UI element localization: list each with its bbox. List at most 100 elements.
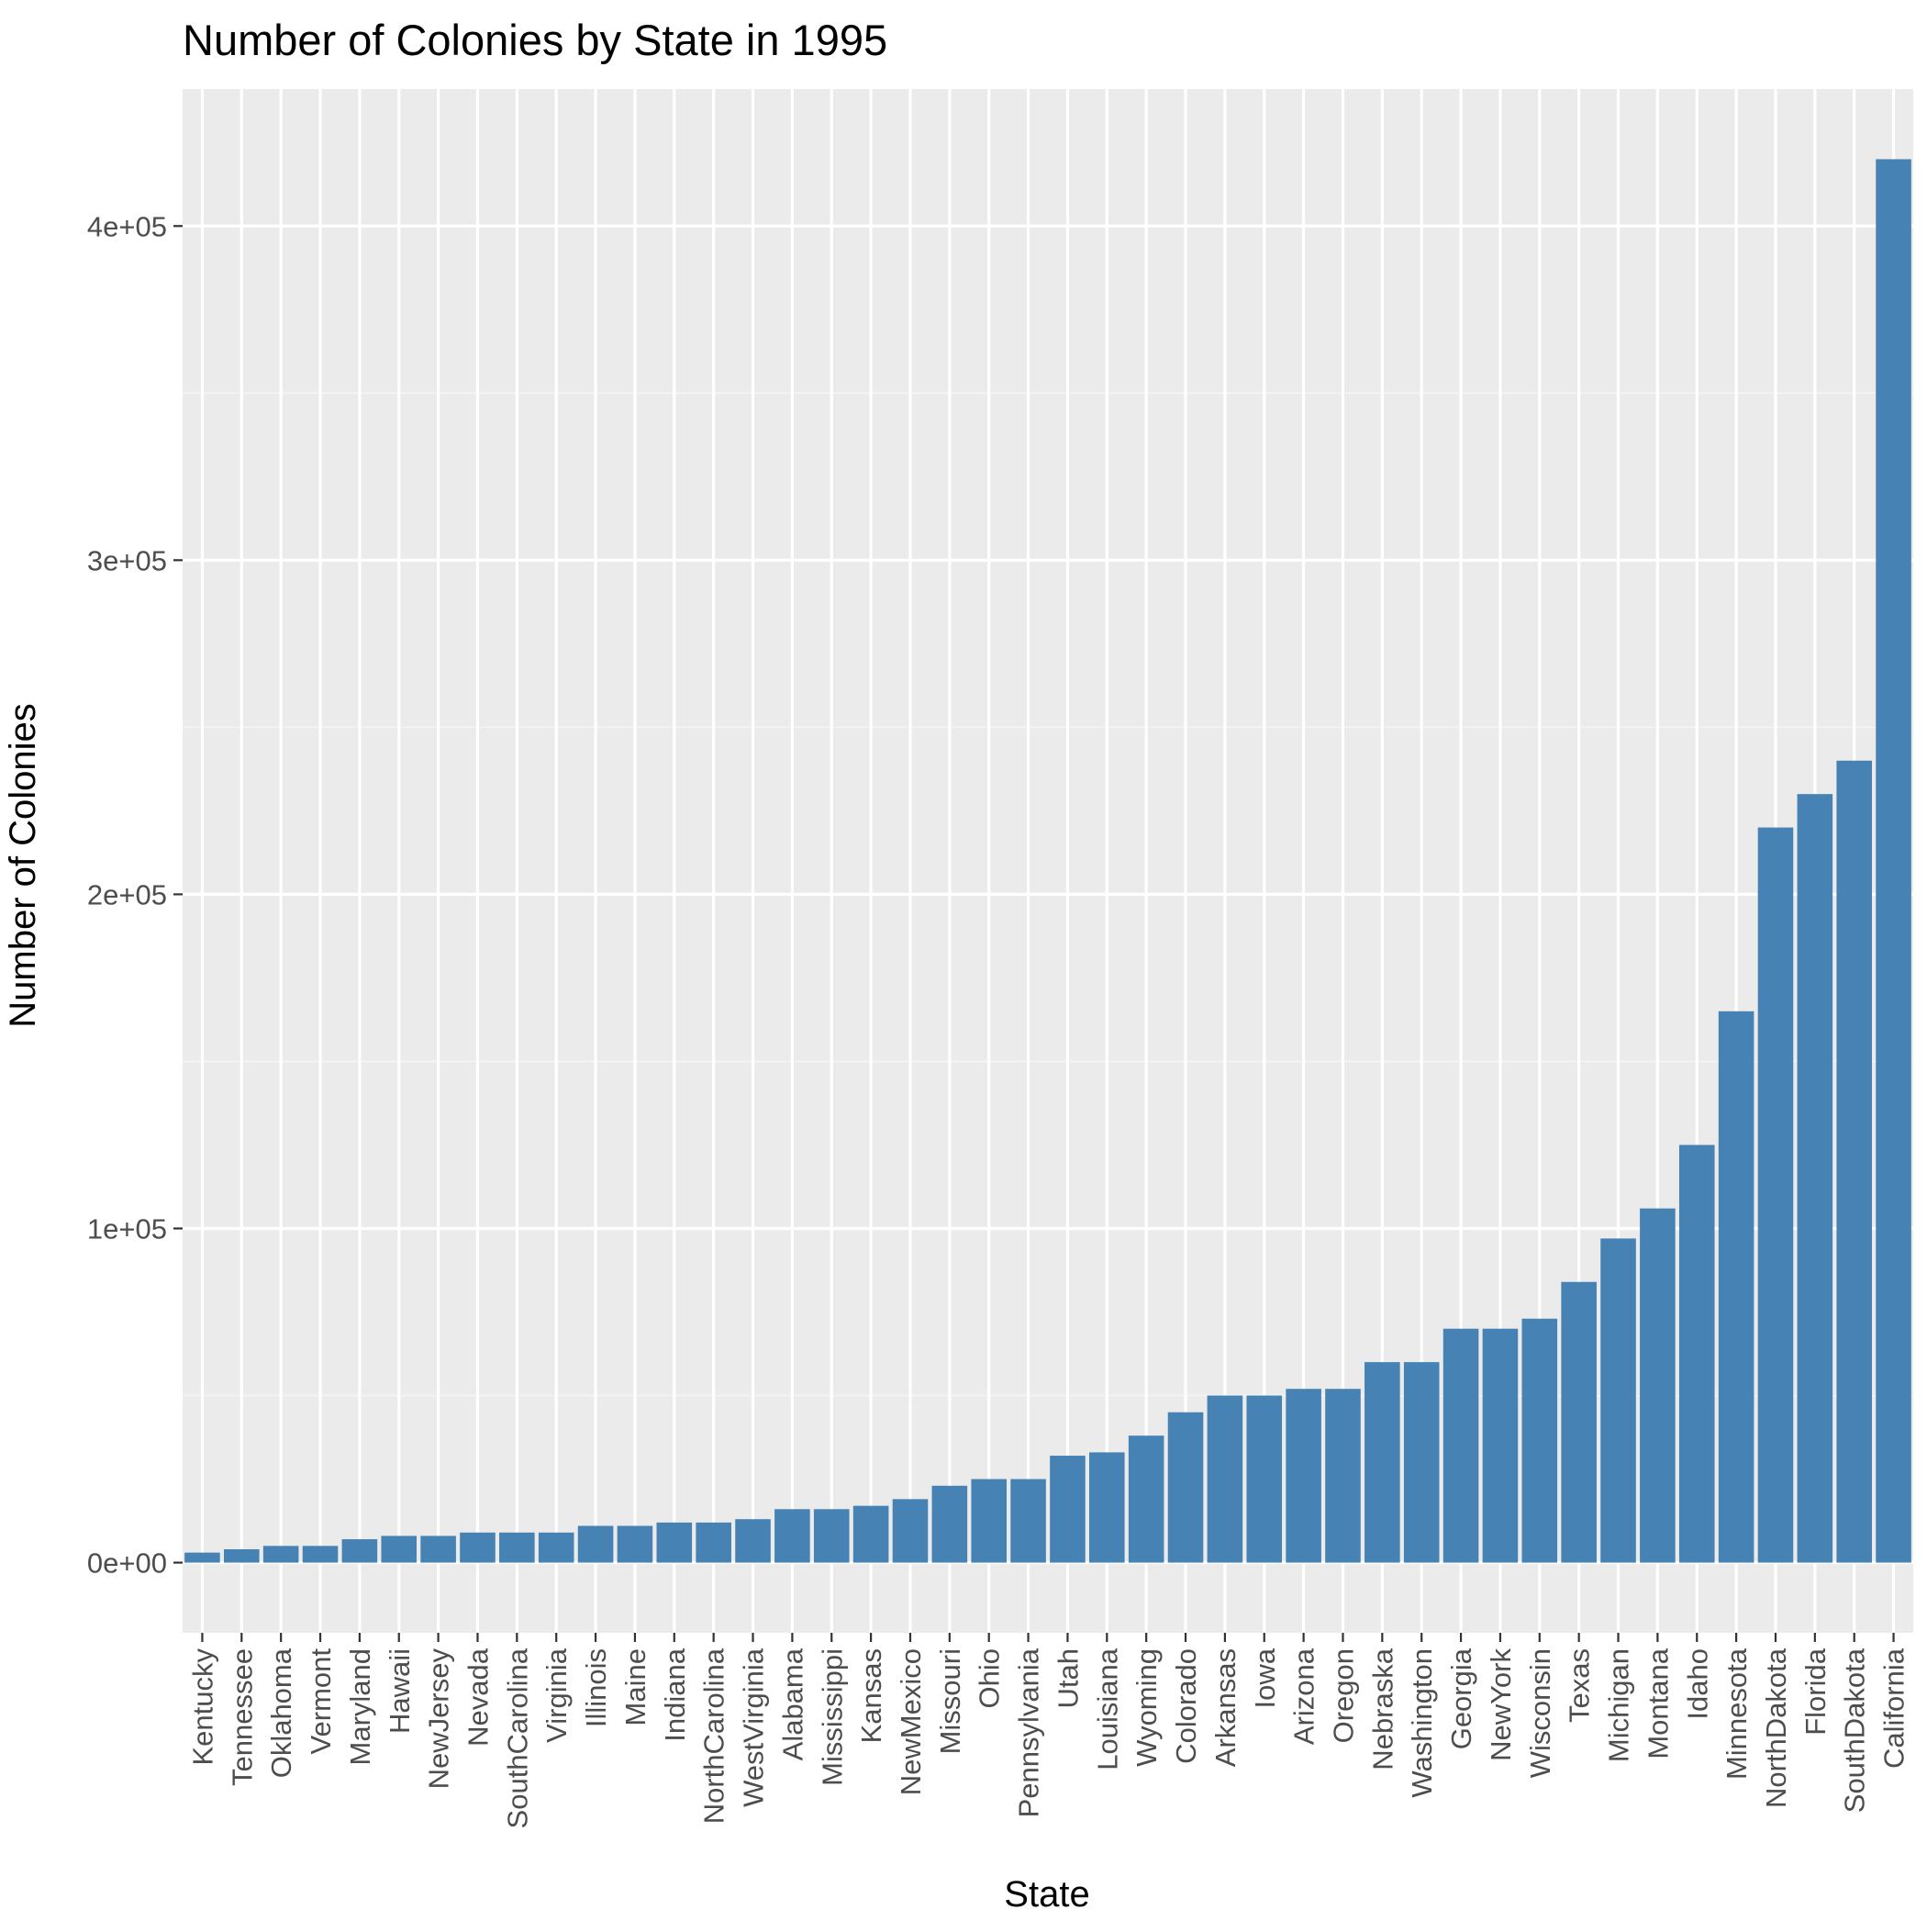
bar-montana <box>1640 1208 1676 1563</box>
x-tick-label: Washington <box>1406 1648 1438 1798</box>
bar-nebraska <box>1364 1362 1400 1563</box>
chart-title: Number of Colonies by State in 1995 <box>183 16 887 64</box>
y-axis-title: Number of Colonies <box>3 703 43 1028</box>
x-tick-label: Indiana <box>659 1647 691 1741</box>
y-tick-label: 0e+00 <box>87 1547 167 1580</box>
bar-georgia <box>1442 1328 1479 1563</box>
bar-missouri <box>931 1485 968 1563</box>
x-tick-label: Wisconsin <box>1524 1648 1556 1778</box>
bar-alabama <box>774 1509 810 1563</box>
x-axis-title: State <box>1004 1874 1089 1915</box>
bar-nevada <box>460 1532 496 1563</box>
x-tick-label: Louisiana <box>1091 1647 1123 1770</box>
x-tick-label: Florida <box>1799 1647 1832 1736</box>
x-tick-label: Wyoming <box>1131 1648 1163 1767</box>
bar-vermont <box>302 1546 339 1563</box>
bar-tennessee <box>224 1548 260 1563</box>
bar-northcarolina <box>696 1522 731 1563</box>
y-tick-label: 3e+05 <box>87 544 167 576</box>
x-tick-label: NewYork <box>1485 1648 1517 1761</box>
bar-arizona <box>1286 1389 1321 1563</box>
x-tick-label: Maryland <box>344 1648 376 1766</box>
x-tick-label: Colorado <box>1170 1648 1202 1764</box>
y-tick-label: 1e+05 <box>87 1212 167 1245</box>
bar-florida <box>1797 794 1833 1563</box>
bar-illinois <box>577 1525 614 1563</box>
x-tick-label: Oregon <box>1327 1648 1359 1743</box>
bar-newmexico <box>892 1499 929 1563</box>
x-tick-label: Alabama <box>776 1647 808 1760</box>
bar-indiana <box>656 1522 693 1563</box>
x-tick-label: WestVirginia <box>738 1647 770 1807</box>
x-tick-label: Iowa <box>1249 1647 1281 1708</box>
bar-michigan <box>1600 1238 1636 1563</box>
x-tick-label: SouthDakota <box>1839 1647 1871 1813</box>
bar-arkansas <box>1207 1395 1243 1563</box>
bar-southdakota <box>1836 760 1872 1563</box>
x-tick-label: Montana <box>1642 1647 1674 1759</box>
x-tick-label: Kentucky <box>186 1648 218 1766</box>
x-tick-label: Mississippi <box>816 1648 848 1786</box>
bar-oregon <box>1325 1389 1361 1563</box>
bar-oklahoma <box>262 1546 299 1563</box>
bar-northdakota <box>1757 827 1794 1563</box>
bar-mississippi <box>813 1509 850 1563</box>
bars <box>184 159 1911 1563</box>
x-tick-label: NewJersey <box>423 1648 455 1790</box>
x-tick-label: Michigan <box>1603 1648 1635 1762</box>
x-tick-label: Minnesota <box>1721 1647 1753 1780</box>
x-tick-label: Texas <box>1564 1648 1596 1723</box>
y-axis: 0e+00 1e+05 2e+05 3e+05 4e+05 <box>87 210 183 1580</box>
bar-newjersey <box>420 1536 456 1563</box>
x-tick-label: SouthCarolina <box>501 1647 533 1828</box>
bar-westvirginia <box>735 1519 771 1563</box>
bar-ohio <box>971 1479 1007 1563</box>
x-tick-label: Virginia <box>540 1647 573 1743</box>
bar-virginia <box>538 1532 574 1563</box>
x-tick-label: Nevada <box>462 1647 494 1747</box>
bar-texas <box>1561 1281 1597 1563</box>
plot-panel <box>183 89 1913 1633</box>
bar-maine <box>617 1525 653 1563</box>
bar-hawaii <box>381 1536 418 1563</box>
x-tick-label: California <box>1878 1647 1910 1769</box>
x-tick-label: Hawaii <box>384 1648 416 1734</box>
bar-kentucky <box>184 1552 220 1563</box>
bar-iowa <box>1246 1395 1283 1563</box>
bar-pennsylvania <box>1010 1479 1046 1563</box>
x-tick-label: Idaho <box>1681 1648 1713 1720</box>
bar-utah <box>1050 1456 1086 1563</box>
x-tick-label: Illinois <box>580 1648 612 1727</box>
x-tick-label: Georgia <box>1445 1647 1477 1749</box>
x-tick-label: Utah <box>1052 1648 1084 1708</box>
x-tick-label: Ohio <box>974 1648 1006 1708</box>
x-tick-label: Kansas <box>855 1648 887 1743</box>
x-tick-label: NewMexico <box>895 1648 927 1795</box>
x-tick-label: Arizona <box>1288 1647 1320 1745</box>
x-tick-label: NorthDakota <box>1760 1647 1792 1808</box>
x-tick-label: Arkansas <box>1209 1648 1242 1767</box>
x-tick-label: Nebraska <box>1366 1647 1398 1770</box>
x-tick-label: Vermont <box>305 1648 337 1755</box>
bar-washington <box>1403 1362 1440 1563</box>
y-tick-label: 4e+05 <box>87 210 167 242</box>
x-tick-label: Oklahoma <box>265 1647 297 1778</box>
bar-southcarolina <box>499 1532 535 1563</box>
bar-wyoming <box>1128 1435 1164 1563</box>
x-axis: Kentucky Tennessee Oklahoma Vermont Maryland… <box>186 1633 1910 1828</box>
bar-minnesota <box>1718 1011 1754 1563</box>
bar-maryland <box>341 1539 378 1563</box>
x-tick-label: NorthCarolina <box>698 1647 730 1824</box>
bar-california <box>1876 159 1911 1563</box>
bar-wisconsin <box>1521 1318 1558 1563</box>
bar-idaho <box>1678 1145 1715 1563</box>
x-tick-label: Maine <box>619 1648 652 1725</box>
x-tick-label: Pennsylvania <box>1013 1647 1045 1817</box>
bar-kansas <box>852 1505 889 1563</box>
x-tick-label: Missouri <box>934 1648 966 1754</box>
bar-newyork <box>1482 1328 1519 1563</box>
bar-colorado <box>1167 1412 1204 1563</box>
y-tick-label: 2e+05 <box>87 878 167 910</box>
